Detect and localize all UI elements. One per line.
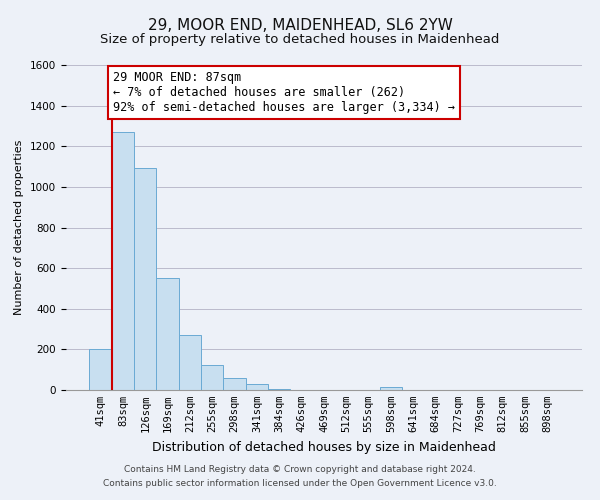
Text: 29 MOOR END: 87sqm
← 7% of detached houses are smaller (262)
92% of semi-detache: 29 MOOR END: 87sqm ← 7% of detached hous… — [113, 71, 455, 114]
Bar — [268, 389, 290, 390]
Bar — [112, 132, 134, 390]
Text: Contains HM Land Registry data © Crown copyright and database right 2024.
Contai: Contains HM Land Registry data © Crown c… — [103, 466, 497, 487]
Bar — [246, 384, 268, 390]
Bar — [201, 364, 223, 390]
Bar — [157, 278, 179, 390]
Bar — [380, 387, 402, 390]
Bar — [223, 378, 246, 390]
Bar — [89, 350, 112, 390]
Y-axis label: Number of detached properties: Number of detached properties — [14, 140, 25, 315]
Bar — [179, 335, 201, 390]
Text: Size of property relative to detached houses in Maidenhead: Size of property relative to detached ho… — [100, 32, 500, 46]
Text: 29, MOOR END, MAIDENHEAD, SL6 2YW: 29, MOOR END, MAIDENHEAD, SL6 2YW — [148, 18, 452, 32]
Bar — [134, 168, 157, 390]
X-axis label: Distribution of detached houses by size in Maidenhead: Distribution of detached houses by size … — [152, 440, 496, 454]
